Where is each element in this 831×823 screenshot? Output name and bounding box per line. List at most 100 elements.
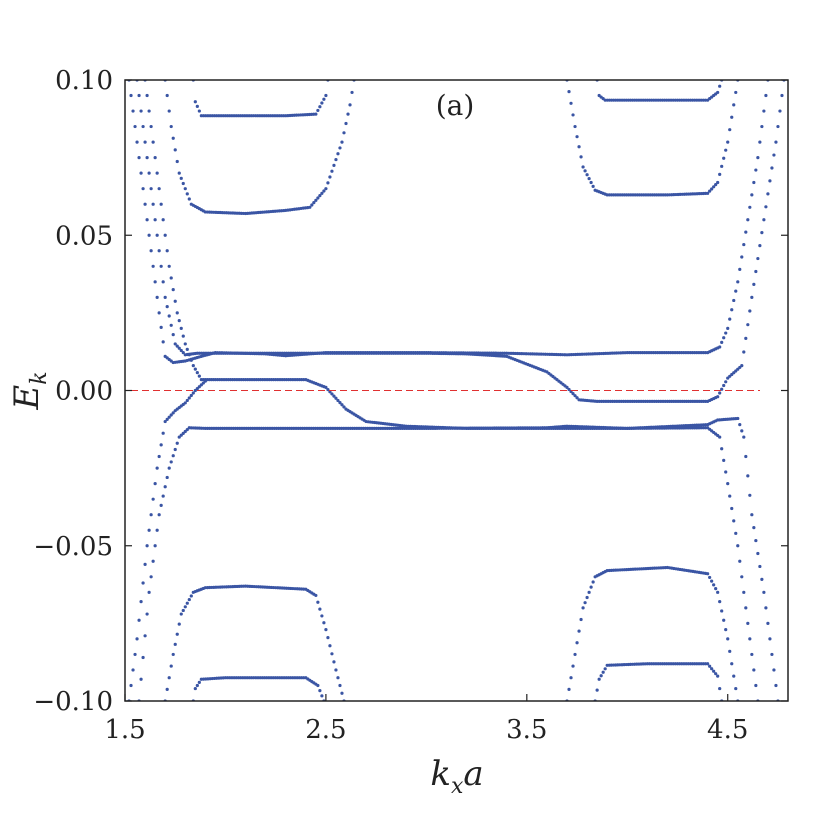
band-point [131,109,135,113]
band-point [185,347,189,351]
band-point [340,403,344,407]
band-point [314,198,318,202]
band-point [740,364,744,368]
band-point [338,683,342,688]
band-point [252,351,256,355]
band-point [742,435,746,439]
band-point [169,276,173,280]
band-point [143,140,147,144]
band-point [324,627,328,632]
band-point [274,351,278,355]
band-point [712,669,716,673]
band-point [750,513,754,517]
band-point [139,600,143,604]
band-point [599,399,604,403]
band-point [256,351,260,355]
band-point [157,454,161,459]
band-point [744,336,748,340]
band-point [628,399,632,403]
band-point [768,637,772,641]
band-point [167,109,171,113]
band-point [383,351,387,355]
band-point [191,364,195,368]
band-point [734,686,738,691]
band-point [760,124,764,129]
band-point [195,104,199,108]
band-point [338,146,342,150]
band-point [318,689,322,693]
band-point [322,189,326,193]
panel-label: (a) [436,89,475,122]
band-point [730,662,734,666]
band-point [169,460,173,464]
band-point [201,381,205,385]
band-point [661,399,665,403]
band-point [768,179,772,183]
band-point [712,185,716,189]
band-point [758,140,762,144]
band-point [724,331,728,335]
band-point [217,114,221,118]
band-point [167,415,171,419]
band-point [718,172,722,176]
band-point [732,674,736,678]
band-point [595,399,599,403]
band-point [348,103,352,107]
band-point [187,353,191,357]
band-point [774,140,778,144]
band-point [181,351,185,355]
band-point [604,399,608,403]
y-tick-label: 0.00 [55,377,113,407]
band-point [151,559,155,563]
band-point [573,124,577,129]
band-point [710,667,714,671]
x-tick-label: 2.5 [305,715,346,745]
band-point [746,323,750,327]
band-point [181,334,185,338]
band-point [712,583,716,587]
band-point [750,652,754,657]
band-point [336,152,340,156]
band-point [762,218,766,222]
band-point [135,637,139,641]
band-point [269,351,273,355]
band-point [718,435,722,439]
band-point [219,114,223,118]
band-point [641,399,645,403]
band-point [756,256,760,261]
band-point [309,351,313,355]
band-series [191,676,326,701]
band-point [159,443,163,447]
band-point [750,295,754,299]
band-point [488,426,492,430]
band-point [573,394,577,398]
band-point [151,264,155,268]
band-point [187,197,191,201]
band-point [143,634,147,638]
band-point [153,280,157,284]
band-point [738,423,742,427]
band-point [581,165,585,169]
band-point [585,595,589,600]
y-tick-label: 0.05 [55,221,113,251]
band-point [764,205,768,209]
band-point [210,114,214,118]
band-point [191,391,195,395]
y-axis-title: Ek [7,371,52,410]
band-point [587,590,591,594]
band-point [171,333,175,337]
band-point [151,497,155,501]
band-point [340,140,344,144]
band-point [720,609,724,613]
band-point [601,670,605,674]
band-point [748,493,752,497]
band-point [195,683,199,688]
y-axis-ticks: −0.10 −0.05 0.00 0.05 0.10 [33,66,788,717]
band-point [201,114,206,118]
band-point [149,513,153,517]
band-point [595,688,599,692]
band-point [567,387,571,392]
band-point [153,218,157,222]
band-point [637,399,641,403]
band-point [197,109,201,113]
